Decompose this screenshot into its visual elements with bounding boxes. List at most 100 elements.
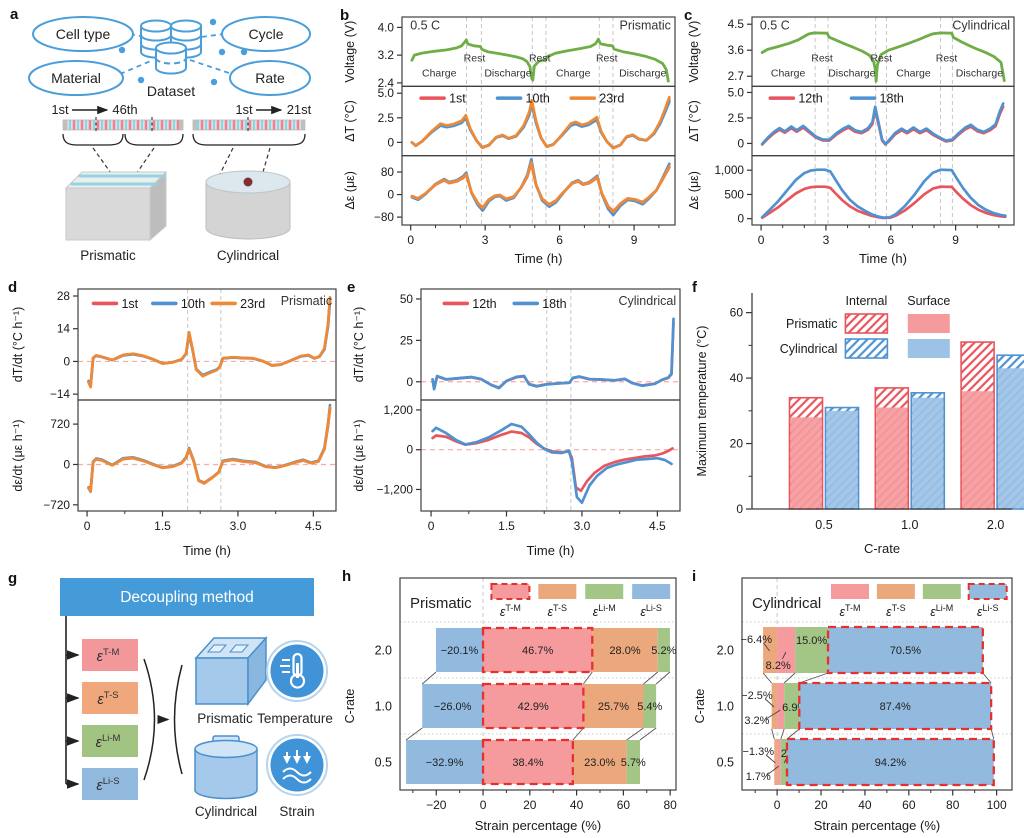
subplot-frame <box>401 155 676 226</box>
svg-text:2.5: 2.5 <box>378 111 395 125</box>
svg-text:1.0: 1.0 <box>901 518 918 532</box>
svg-text:−2.5%: −2.5% <box>741 690 773 702</box>
chart-f-svg: 0 20 40 60 0.5 1.0 2.0 Maximum temperature (°C)… <box>695 293 1024 556</box>
svg-text:−80: −80 <box>374 210 394 224</box>
eps-ts-base: ε <box>97 692 104 708</box>
svg-text:0.5 C: 0.5 C <box>760 18 790 32</box>
eps-lis-base: ε <box>96 778 103 794</box>
svg-text:14: 14 <box>57 322 71 336</box>
svg-text:Time (h): Time (h) <box>527 543 575 558</box>
svg-text:5.0: 5.0 <box>728 85 745 99</box>
svg-text:0: 0 <box>758 233 765 247</box>
cycle-ranges: 1st 46th 1st 21st <box>51 102 311 117</box>
series-18th <box>431 317 675 391</box>
segment <box>643 684 657 728</box>
svg-text:0: 0 <box>737 136 744 150</box>
cylindrical-cell-icon <box>194 735 258 800</box>
chart-b-svg: 2.4 3.2 4.0 Voltage (V) 0.5 C Prismatic Charge… <box>343 16 676 266</box>
svg-text:60: 60 <box>617 798 631 812</box>
svg-text:0: 0 <box>387 135 394 149</box>
svg-text:Strain percentage (%): Strain percentage (%) <box>475 818 601 833</box>
svg-text:C-rate: C-rate <box>864 541 900 556</box>
svg-text:0: 0 <box>736 502 743 516</box>
subplot-frame <box>751 155 1015 226</box>
svg-text:εLi-S: εLi-S <box>640 603 662 619</box>
cylindrical-surface-bar <box>912 397 944 509</box>
chart-d-svg: −14 0 14 28 dT/dt (°C h⁻¹) Prismatic 1st 10th 23… <box>11 288 337 558</box>
svg-text:2.0: 2.0 <box>375 644 392 658</box>
legend-swatch <box>831 584 869 599</box>
svg-text:0: 0 <box>428 519 435 533</box>
svg-text:80: 80 <box>946 798 960 812</box>
svg-text:15.0%: 15.0% <box>796 635 827 647</box>
prismatic-label: Prismatic <box>197 711 253 726</box>
svg-text:94.2%: 94.2% <box>875 757 906 769</box>
svg-text:60: 60 <box>730 306 744 320</box>
svg-text:εLi-S: εLi-S <box>96 776 119 794</box>
chart-cylindrical-strain-stack: 2.0 −6.4% 8.2% 15.0% 70.5% 1.0 −2.5% 3.2% 6.9% 87… <box>690 566 1024 838</box>
svg-text:−1,200: −1,200 <box>377 482 414 496</box>
legend-swatch <box>585 584 624 599</box>
database-icon <box>140 19 202 75</box>
left-range-from: 1st <box>51 102 69 117</box>
chart-i-svg: 2.0−6.4%8.2%15.0%70.5%1.0−2.5%3.2%6.9% 87… <box>693 577 1013 833</box>
svg-text:0: 0 <box>737 212 744 226</box>
highlight-outline <box>481 682 585 730</box>
svg-text:25: 25 <box>400 333 414 347</box>
highlight-outline <box>481 738 575 786</box>
svg-text:−26.0%: −26.0% <box>434 701 472 713</box>
segment <box>572 740 627 784</box>
segment <box>483 628 593 672</box>
series-23rd <box>87 295 332 389</box>
svg-text:Voltage (V): Voltage (V) <box>687 21 701 83</box>
svg-text:25.7%: 25.7% <box>598 701 629 713</box>
segment <box>777 739 781 785</box>
panel-e-letter: e <box>347 279 356 296</box>
svg-text:40: 40 <box>730 371 744 385</box>
svg-text:3: 3 <box>482 233 489 247</box>
svg-text:dT/dt (°C h⁻¹): dT/dt (°C h⁻¹) <box>352 307 366 383</box>
svg-text:Time (h): Time (h) <box>859 251 907 266</box>
svg-text:Cylindrical: Cylindrical <box>952 18 1010 32</box>
svg-text:87.4%: 87.4% <box>880 701 911 713</box>
svg-text:ΔT (°C): ΔT (°C) <box>343 100 357 142</box>
highlight-outline <box>785 737 995 787</box>
series-voltage <box>760 31 1006 83</box>
svg-text:5.7%: 5.7% <box>621 757 646 769</box>
chart-max-temperature-bars: 0 20 40 60 0.5 1.0 2.0 Maximum temperature (°C)… <box>690 275 1024 568</box>
svg-text:1st: 1st <box>121 297 138 311</box>
strain-label: Strain <box>279 804 314 819</box>
svg-text:28: 28 <box>57 289 71 303</box>
svg-text:Δε (με): Δε (με) <box>343 171 357 210</box>
chart-prismatic-strain-stack: 2.0 −20.1% 46.7% 28.0% 5.2% 1.0 −26.0% 42.9% 25.… <box>340 566 690 838</box>
svg-text:−720: −720 <box>43 498 70 512</box>
node-cycle: Cycle <box>248 26 283 42</box>
series-10th <box>410 158 671 217</box>
temperature-icon <box>266 640 328 702</box>
svg-text:εT-S: εT-S <box>548 603 568 619</box>
svg-text:dε/dt (με h⁻¹): dε/dt (με h⁻¹) <box>11 419 25 491</box>
segment <box>657 628 670 672</box>
svg-text:Discharge: Discharge <box>619 68 666 80</box>
svg-text:εLi-M: εLi-M <box>593 603 616 619</box>
svg-text:Charge: Charge <box>556 68 591 80</box>
svg-text:12th: 12th <box>798 92 822 106</box>
panel-b-letter: b <box>340 7 350 24</box>
svg-text:1,200: 1,200 <box>383 403 413 417</box>
svg-text:0: 0 <box>63 457 70 471</box>
panel-d-letter: d <box>8 279 18 296</box>
node-cell-type: Cell type <box>56 26 111 42</box>
svg-text:εT-M: εT-M <box>840 603 861 619</box>
series-23rd <box>410 161 671 214</box>
eps-lim-base: ε <box>96 735 103 751</box>
svg-text:20: 20 <box>523 798 537 812</box>
svg-text:100: 100 <box>987 798 1007 812</box>
svg-text:Prismatic: Prismatic <box>410 595 472 612</box>
svg-text:Internal: Internal <box>846 294 888 308</box>
strain-component-boxes <box>82 639 138 800</box>
svg-text:2.0: 2.0 <box>717 644 734 658</box>
svg-text:20: 20 <box>730 437 744 451</box>
flow-arrows <box>66 650 80 789</box>
legend-swatch <box>922 584 961 599</box>
svg-text:Maximum temperature (°C): Maximum temperature (°C) <box>695 326 709 477</box>
